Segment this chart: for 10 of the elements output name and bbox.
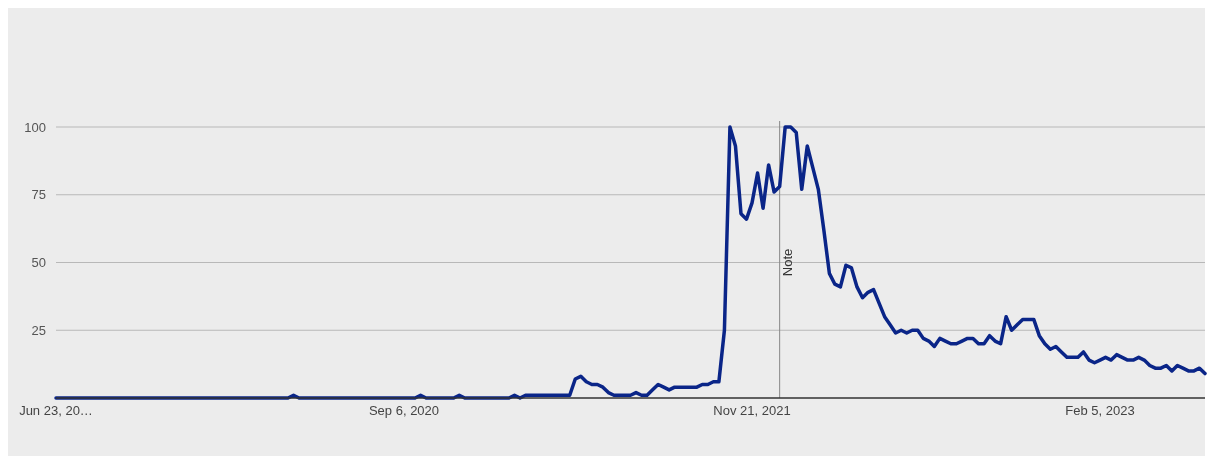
x-tick-label: Sep 6, 2020 <box>368 403 440 418</box>
line-series <box>54 125 1207 400</box>
x-tick-label: Jun 23, 20… <box>19 403 93 418</box>
y-tick-label: 50 <box>31 255 46 271</box>
ref-line-label: Note <box>779 248 795 277</box>
x-tick-label: Nov 21, 2021 <box>713 403 791 418</box>
y-tick-label: 75 <box>31 187 46 203</box>
x-tick-label: Feb 5, 2023 <box>1065 403 1135 418</box>
y-tick-label: 100 <box>24 119 46 135</box>
y-tick-label: 25 <box>31 322 46 338</box>
